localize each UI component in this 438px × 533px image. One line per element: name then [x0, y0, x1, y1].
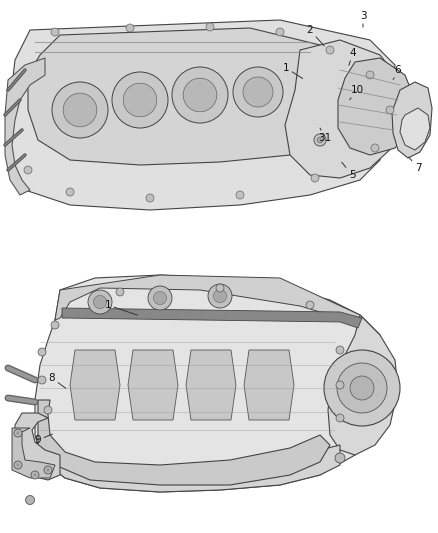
Circle shape [126, 24, 134, 32]
Polygon shape [244, 350, 294, 420]
Circle shape [116, 288, 124, 296]
Text: 5: 5 [342, 162, 355, 180]
Polygon shape [40, 435, 340, 492]
Circle shape [148, 286, 172, 310]
Polygon shape [400, 108, 430, 150]
Text: 10: 10 [350, 85, 364, 100]
Polygon shape [328, 315, 398, 455]
Polygon shape [186, 350, 236, 420]
Circle shape [236, 191, 244, 199]
Circle shape [44, 406, 52, 414]
Text: 1: 1 [283, 63, 303, 78]
Circle shape [336, 381, 344, 389]
Circle shape [324, 350, 400, 426]
Text: 9: 9 [35, 434, 53, 445]
Circle shape [314, 134, 326, 146]
Circle shape [243, 77, 273, 107]
Polygon shape [5, 58, 45, 195]
Circle shape [31, 471, 39, 479]
Circle shape [112, 72, 168, 128]
Circle shape [38, 376, 46, 384]
Circle shape [123, 83, 157, 117]
Text: 3: 3 [360, 11, 366, 27]
Polygon shape [62, 308, 362, 328]
Text: 6: 6 [393, 65, 401, 79]
Circle shape [51, 28, 59, 36]
Text: 31: 31 [318, 128, 332, 143]
Circle shape [336, 346, 344, 354]
Polygon shape [392, 82, 432, 158]
Circle shape [14, 461, 22, 469]
Circle shape [336, 414, 344, 422]
Circle shape [16, 463, 20, 467]
Text: 8: 8 [49, 373, 66, 389]
Circle shape [38, 348, 46, 356]
Circle shape [183, 78, 217, 112]
Circle shape [93, 295, 106, 309]
Text: 1: 1 [105, 300, 138, 315]
Circle shape [208, 284, 232, 308]
Polygon shape [35, 275, 385, 492]
Circle shape [16, 431, 20, 435]
Circle shape [44, 466, 52, 474]
Polygon shape [285, 40, 405, 178]
Polygon shape [15, 413, 60, 480]
Circle shape [172, 67, 228, 123]
Circle shape [276, 28, 284, 36]
Circle shape [24, 166, 32, 174]
Polygon shape [28, 28, 340, 165]
Circle shape [51, 321, 59, 329]
Circle shape [146, 194, 154, 202]
Text: 2: 2 [307, 25, 324, 46]
Circle shape [216, 284, 224, 292]
Circle shape [88, 290, 112, 314]
Text: 4: 4 [349, 48, 356, 66]
Circle shape [46, 468, 50, 472]
Circle shape [317, 137, 323, 143]
Polygon shape [12, 428, 55, 478]
Circle shape [33, 473, 37, 477]
Circle shape [326, 46, 334, 54]
Circle shape [206, 23, 214, 31]
Circle shape [306, 301, 314, 309]
Polygon shape [338, 58, 415, 155]
Circle shape [213, 289, 226, 303]
Text: 7: 7 [409, 157, 421, 173]
Circle shape [153, 292, 166, 304]
Polygon shape [128, 350, 178, 420]
Circle shape [63, 93, 97, 127]
Polygon shape [70, 350, 120, 420]
Circle shape [311, 174, 319, 182]
Circle shape [25, 496, 35, 505]
Polygon shape [38, 400, 330, 485]
Circle shape [233, 67, 283, 117]
Circle shape [371, 144, 379, 152]
Circle shape [335, 453, 345, 463]
Circle shape [14, 429, 22, 437]
Circle shape [52, 82, 108, 138]
Circle shape [337, 363, 387, 413]
Polygon shape [55, 275, 380, 335]
Circle shape [66, 188, 74, 196]
Circle shape [350, 376, 374, 400]
Polygon shape [8, 20, 395, 210]
Circle shape [386, 106, 394, 114]
Circle shape [366, 71, 374, 79]
